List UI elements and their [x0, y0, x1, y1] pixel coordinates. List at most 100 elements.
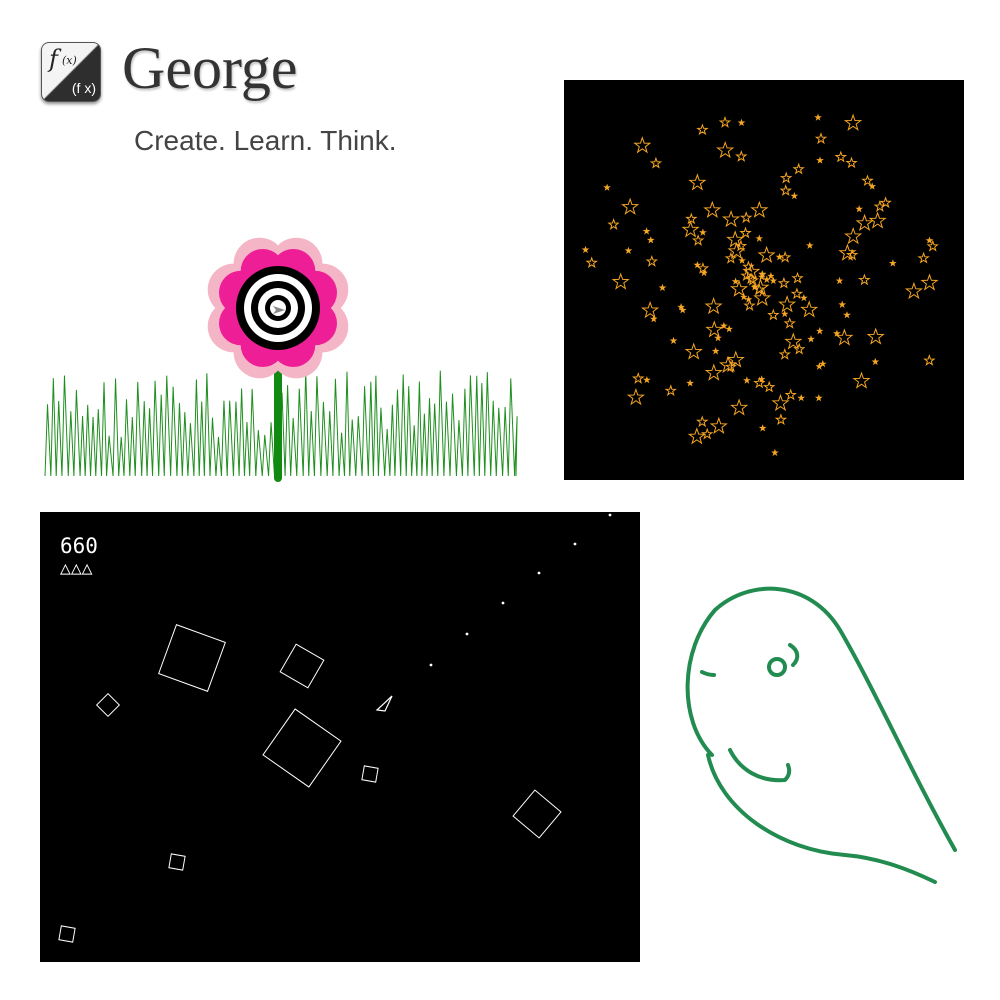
- star: [807, 335, 815, 343]
- star: [696, 123, 709, 136]
- ghost-body-outline: [685, 586, 957, 852]
- bullet: [429, 663, 433, 667]
- star: [814, 394, 823, 402]
- star: [833, 329, 841, 337]
- asteroid: [262, 708, 342, 788]
- star: [792, 162, 805, 175]
- star: [744, 295, 753, 303]
- star: [791, 271, 804, 284]
- star: [868, 211, 887, 229]
- star: [738, 256, 746, 264]
- star: [743, 299, 756, 311]
- star: [926, 239, 939, 252]
- bullet: [501, 601, 505, 605]
- star: [726, 230, 745, 248]
- asteroid: [168, 853, 186, 871]
- star: [835, 276, 844, 285]
- star: [704, 296, 723, 315]
- star: [855, 204, 863, 213]
- star: [686, 379, 694, 387]
- star: [753, 288, 772, 307]
- star: [624, 246, 633, 254]
- star: [843, 113, 863, 131]
- asteroids-canvas: [58, 513, 612, 943]
- star: [641, 300, 660, 319]
- star: [669, 336, 678, 345]
- logo-x-glyph: (x): [62, 54, 77, 67]
- star: [871, 357, 880, 366]
- star: [923, 354, 936, 366]
- star: [739, 211, 753, 224]
- asteroid: [158, 624, 226, 692]
- star: [790, 191, 799, 200]
- star: [633, 136, 652, 154]
- star: [866, 327, 885, 345]
- star: [834, 150, 848, 163]
- ghost-smile: [728, 748, 792, 783]
- app-logo-icon: f (x) (f x): [41, 42, 101, 102]
- star: [805, 241, 814, 249]
- ghost-left-eye: [700, 670, 716, 677]
- star: [838, 300, 847, 309]
- star: [757, 245, 776, 264]
- star: [720, 321, 728, 330]
- star: [581, 245, 590, 254]
- star: [755, 234, 764, 242]
- star: [781, 309, 789, 318]
- star: [658, 283, 667, 292]
- star: [731, 277, 740, 285]
- score-display: 660: [60, 534, 98, 558]
- star: [750, 200, 769, 218]
- star: [778, 295, 797, 313]
- star: [681, 220, 700, 238]
- star: [844, 226, 863, 245]
- flower-grass-panel[interactable]: [40, 220, 520, 485]
- star: [696, 261, 710, 274]
- star: [800, 300, 819, 318]
- star: [774, 413, 788, 426]
- star: [816, 326, 824, 335]
- tagline: Create. Learn. Think.: [134, 125, 397, 156]
- star: [783, 317, 796, 329]
- star: [692, 234, 705, 246]
- star: [721, 209, 741, 228]
- star: [799, 293, 808, 302]
- star: [917, 251, 930, 264]
- star: [742, 262, 761, 280]
- bullet: [465, 632, 469, 636]
- star: [816, 156, 824, 164]
- star: [762, 380, 776, 393]
- star: [642, 227, 651, 235]
- star: [700, 427, 714, 440]
- star: [631, 372, 645, 384]
- star: [704, 363, 723, 381]
- star: [838, 243, 857, 261]
- star: [855, 213, 874, 232]
- star: [711, 347, 720, 355]
- star: [763, 275, 771, 284]
- star: [767, 308, 780, 321]
- star: [779, 184, 792, 196]
- asteroid: [95, 692, 121, 718]
- star: [703, 200, 722, 219]
- asteroid: [279, 643, 325, 689]
- star: [664, 384, 677, 397]
- star: [621, 197, 640, 215]
- stars-panel[interactable]: [564, 80, 964, 480]
- star: [693, 261, 702, 269]
- star: [696, 415, 709, 428]
- grass-icon: [44, 370, 518, 477]
- star: [889, 259, 897, 267]
- stars-canvas: [581, 113, 939, 457]
- lives-display: △△△: [60, 558, 93, 579]
- star: [769, 276, 778, 285]
- star: [861, 174, 874, 187]
- star: [879, 196, 892, 209]
- star: [718, 115, 732, 128]
- star: [925, 236, 934, 244]
- star: [646, 236, 655, 244]
- star: [784, 388, 797, 401]
- ghost-drawing-panel[interactable]: [660, 570, 980, 900]
- logo-f-glyph: f: [49, 45, 58, 73]
- asteroids-game-panel[interactable]: 660 △△△: [40, 512, 640, 962]
